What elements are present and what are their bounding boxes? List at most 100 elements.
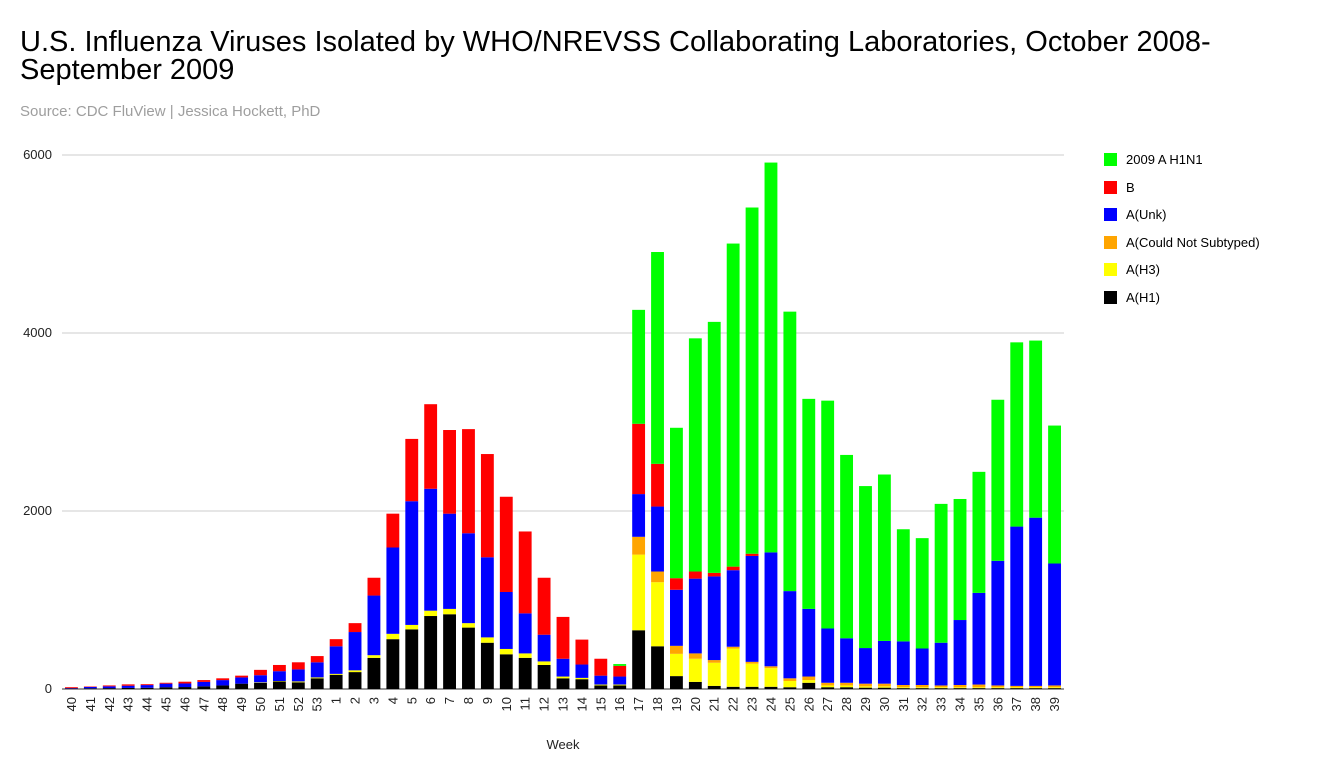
bar-segment <box>367 577 381 596</box>
bar-segment <box>329 673 343 675</box>
bar-segment <box>556 676 570 679</box>
x-tick-label: 11 <box>518 697 533 711</box>
bar-segment <box>499 496 513 592</box>
bar-segment <box>1010 342 1024 527</box>
legend-swatch <box>1104 235 1117 249</box>
bar-segment <box>783 311 797 592</box>
x-tick-label: 32 <box>915 697 930 711</box>
bar-segment <box>272 681 286 689</box>
legend-label: B <box>1126 179 1135 195</box>
bar-segment <box>745 686 759 689</box>
bar-segment <box>821 682 835 686</box>
bar-segment <box>670 653 683 677</box>
bar-segment <box>764 162 778 553</box>
bar-segment <box>688 658 702 682</box>
x-tick-label: 43 <box>121 697 136 711</box>
bar-segment <box>537 661 551 665</box>
bar-segment <box>1010 685 1024 688</box>
bar-segment <box>1048 563 1061 686</box>
bar-segment <box>480 637 494 643</box>
x-tick-label: 6 <box>423 697 438 704</box>
x-tick-label: 22 <box>726 697 741 711</box>
bar-segment <box>840 685 854 688</box>
bar-segment <box>594 685 608 689</box>
bar-segment <box>537 664 551 689</box>
bar-segment <box>367 657 381 689</box>
x-tick-label: 29 <box>858 697 873 711</box>
bar-segment <box>499 591 513 649</box>
bar-segment <box>688 681 702 689</box>
bar-segment <box>613 676 627 685</box>
x-tick-label: 17 <box>631 697 646 711</box>
bar-segment <box>102 685 116 687</box>
bar-segment <box>1010 526 1024 686</box>
bar-segment <box>102 686 116 689</box>
bar-segment <box>556 658 570 677</box>
bar-segment <box>670 589 683 646</box>
bar-segment <box>726 570 740 647</box>
x-tick-label: 38 <box>1028 697 1043 711</box>
bar-segment <box>764 668 778 687</box>
legend-label: A(H3) <box>1126 262 1160 278</box>
x-tick-label: 35 <box>971 697 986 711</box>
bar-segment <box>575 679 589 689</box>
bar-segment <box>310 662 324 678</box>
bar-segment <box>632 554 646 631</box>
bar-segment <box>405 624 419 630</box>
bar-segment <box>575 677 589 680</box>
x-tick-label: 19 <box>669 697 684 711</box>
bar-segment <box>651 252 664 464</box>
bar-segment <box>934 503 948 643</box>
x-tick-label: 46 <box>177 697 192 711</box>
bar-segment <box>235 683 249 689</box>
bar-segment <box>254 682 267 689</box>
bar-segment <box>197 681 211 687</box>
x-tick-label: 36 <box>990 697 1005 711</box>
x-tick-label: 42 <box>102 697 117 711</box>
bar-segment <box>632 494 646 537</box>
bar-segment <box>877 687 891 689</box>
bar-segment <box>480 454 494 558</box>
bar-segment <box>802 608 816 677</box>
bar-segment <box>764 686 778 689</box>
x-tick-label: 24 <box>763 697 778 711</box>
legend: 2009 A H1N1 B A(Unk) A(Could Not Subtyped) A… <box>1104 146 1260 311</box>
x-tick-label: 16 <box>612 697 627 711</box>
bar-segment <box>1048 425 1061 564</box>
bar-segment <box>745 661 759 664</box>
bar-segment <box>480 557 494 638</box>
bar-segment <box>877 474 891 641</box>
x-tick-label: 48 <box>215 697 230 711</box>
bar-segment <box>178 687 192 689</box>
chart-subtitle: Source: CDC FluView | Jessica Hockett, P… <box>20 103 321 120</box>
bar-segment <box>651 646 664 689</box>
bar-segment <box>688 578 702 654</box>
bar-segment <box>896 684 910 688</box>
legend-item: 2009 A H1N1 <box>1104 146 1260 174</box>
bar-segment <box>821 400 835 629</box>
bar-segment <box>896 641 910 685</box>
bar-segment <box>934 688 948 689</box>
bar-segment <box>707 662 721 686</box>
bar-segment <box>707 572 721 577</box>
bar-segment <box>764 666 778 669</box>
bar-segment <box>934 642 948 686</box>
x-tick-label: 10 <box>499 697 514 711</box>
bar-segment <box>1029 688 1043 689</box>
bar-segment <box>991 685 1005 688</box>
bar-segment <box>1048 685 1061 688</box>
bar-segment <box>499 654 513 689</box>
bar-segment <box>915 688 929 689</box>
legend-item: A(H3) <box>1104 256 1260 284</box>
bar-segment <box>613 664 627 666</box>
x-tick-label: 44 <box>140 697 155 711</box>
bar-segment <box>594 675 608 685</box>
bar-segment <box>443 608 456 615</box>
bar-segment <box>65 687 78 689</box>
bar-segment <box>424 488 438 611</box>
bar-segment <box>896 687 910 689</box>
bar-segment <box>443 430 456 514</box>
bar-segment <box>1029 687 1043 689</box>
bar-segment <box>915 687 929 689</box>
bar-segment <box>915 648 929 685</box>
